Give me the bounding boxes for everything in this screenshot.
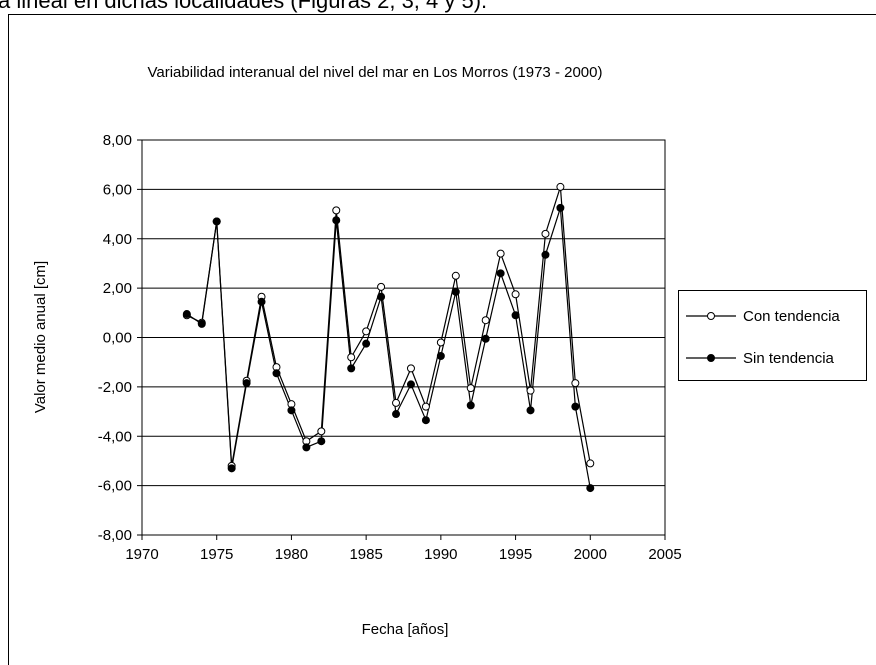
data-point bbox=[436, 338, 445, 347]
data-point bbox=[466, 384, 475, 393]
data-point bbox=[182, 310, 191, 319]
data-point bbox=[377, 292, 386, 301]
legend-label: Sin tendencia bbox=[743, 350, 835, 367]
y-tick-label: -4,00 bbox=[98, 428, 132, 445]
data-point bbox=[392, 410, 401, 419]
series-line bbox=[186, 207, 591, 489]
y-tick-label: -8,00 bbox=[98, 527, 132, 544]
data-point bbox=[511, 290, 520, 299]
series-line bbox=[186, 186, 591, 466]
data-point bbox=[392, 398, 401, 407]
x-tick-label: 1985 bbox=[349, 546, 382, 563]
x-tick-label: 2000 bbox=[574, 546, 607, 563]
y-tick-label: -6,00 bbox=[98, 478, 132, 495]
data-point bbox=[466, 401, 475, 410]
data-point bbox=[436, 352, 445, 361]
data-point bbox=[571, 379, 580, 388]
data-point bbox=[302, 443, 311, 452]
x-tick-label: 1995 bbox=[499, 546, 532, 563]
data-point bbox=[421, 416, 430, 425]
data-point bbox=[556, 182, 565, 191]
data-point bbox=[347, 353, 356, 362]
data-point bbox=[287, 406, 296, 415]
legend-label: Con tendencia bbox=[743, 308, 840, 325]
data-point bbox=[242, 379, 251, 388]
data-point bbox=[332, 216, 341, 225]
data-point bbox=[496, 249, 505, 258]
y-axis-label: Valor medio anual [cm] bbox=[32, 261, 49, 413]
caption-text: a lineal en dichas localidades (Figuras … bbox=[0, 0, 487, 13]
x-tick-label: 2005 bbox=[648, 546, 681, 563]
x-tick-label: 1980 bbox=[275, 546, 308, 563]
y-tick-label: 8,00 bbox=[103, 132, 132, 149]
data-point bbox=[451, 287, 460, 296]
data-point bbox=[511, 311, 520, 320]
x-tick-label: 1970 bbox=[125, 546, 158, 563]
data-point bbox=[496, 269, 505, 278]
y-tick-label: 0,00 bbox=[103, 330, 132, 347]
data-point bbox=[421, 402, 430, 411]
data-point bbox=[406, 364, 415, 373]
legend-marker bbox=[707, 312, 715, 320]
data-point bbox=[377, 282, 386, 291]
data-point bbox=[257, 297, 266, 306]
data-point bbox=[317, 437, 326, 446]
data-point bbox=[347, 364, 356, 373]
data-point bbox=[541, 229, 550, 238]
data-point bbox=[526, 406, 535, 415]
data-point bbox=[362, 327, 371, 336]
data-point bbox=[571, 402, 580, 411]
data-point bbox=[556, 203, 565, 212]
data-point bbox=[586, 459, 595, 468]
data-point bbox=[586, 484, 595, 493]
data-point bbox=[227, 464, 236, 473]
y-tick-label: 6,00 bbox=[103, 181, 132, 198]
data-point bbox=[406, 380, 415, 389]
legend-marker bbox=[707, 354, 715, 362]
x-tick-label: 1990 bbox=[424, 546, 457, 563]
data-point bbox=[362, 339, 371, 348]
data-point bbox=[481, 316, 490, 325]
y-tick-label: 2,00 bbox=[103, 280, 132, 297]
x-tick-label: 1975 bbox=[200, 546, 233, 563]
x-axis-label: Fecha [años] bbox=[362, 621, 449, 638]
data-point bbox=[541, 250, 550, 259]
data-point bbox=[526, 386, 535, 395]
chart-frame bbox=[8, 14, 876, 665]
plot-border bbox=[141, 139, 666, 536]
legend-box bbox=[678, 290, 867, 381]
y-tick-label: 4,00 bbox=[103, 231, 132, 248]
data-point bbox=[332, 206, 341, 215]
data-point bbox=[272, 369, 281, 378]
y-tick-label: -2,00 bbox=[98, 379, 132, 396]
data-point bbox=[212, 217, 221, 226]
data-point bbox=[317, 427, 326, 436]
chart-title: Variabilidad interanual del nivel del ma… bbox=[148, 64, 603, 81]
data-point bbox=[197, 319, 206, 328]
data-point bbox=[451, 271, 460, 280]
data-point bbox=[481, 334, 490, 343]
